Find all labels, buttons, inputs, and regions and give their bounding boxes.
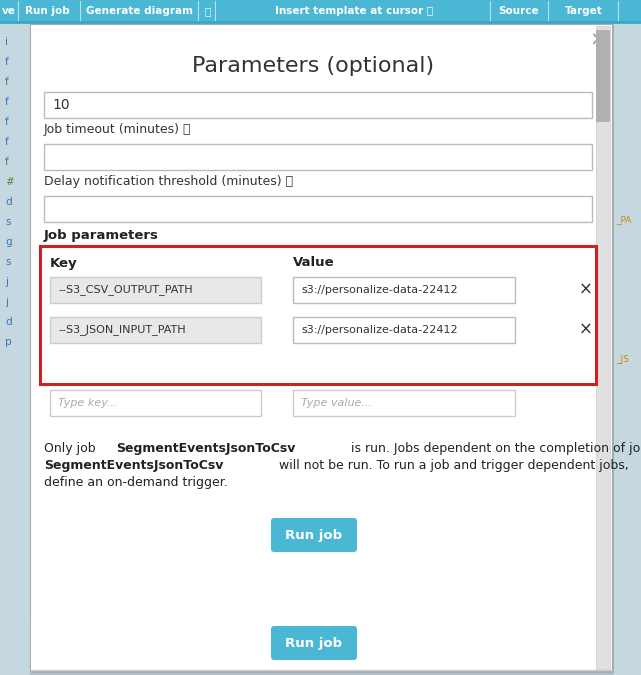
Text: j: j bbox=[5, 297, 8, 307]
Text: ve: ve bbox=[2, 6, 16, 16]
Text: Run job: Run job bbox=[285, 637, 342, 649]
FancyBboxPatch shape bbox=[596, 30, 610, 122]
FancyBboxPatch shape bbox=[32, 26, 614, 673]
Text: Target: Target bbox=[565, 6, 603, 16]
FancyBboxPatch shape bbox=[596, 26, 610, 669]
FancyBboxPatch shape bbox=[31, 621, 597, 669]
Text: f: f bbox=[5, 137, 9, 147]
Text: ×: × bbox=[579, 321, 593, 339]
Text: Delay notification threshold (minutes) ⓘ: Delay notification threshold (minutes) ⓘ bbox=[44, 176, 293, 188]
Text: ⓘ: ⓘ bbox=[204, 6, 211, 16]
Text: Run job: Run job bbox=[25, 6, 70, 16]
Text: f: f bbox=[5, 57, 9, 67]
Text: Type key...: Type key... bbox=[58, 398, 117, 408]
FancyBboxPatch shape bbox=[44, 144, 592, 170]
Text: j: j bbox=[5, 277, 8, 287]
Text: Generate diagram: Generate diagram bbox=[87, 6, 194, 16]
Text: Key: Key bbox=[50, 256, 78, 269]
Text: define an on-demand trigger.: define an on-demand trigger. bbox=[44, 476, 228, 489]
Text: f: f bbox=[5, 117, 9, 127]
Text: Parameters (optional): Parameters (optional) bbox=[192, 56, 434, 76]
Text: s3://personalize-data-22412: s3://personalize-data-22412 bbox=[301, 325, 458, 335]
Text: s: s bbox=[5, 257, 10, 267]
Text: will not be run. To run a job and trigger dependent jobs,: will not be run. To run a job and trigge… bbox=[276, 459, 629, 472]
Text: p: p bbox=[5, 337, 12, 347]
Text: --S3_CSV_OUTPUT_PATH: --S3_CSV_OUTPUT_PATH bbox=[58, 285, 193, 296]
FancyBboxPatch shape bbox=[40, 246, 596, 384]
Text: 10: 10 bbox=[52, 98, 70, 112]
Text: g: g bbox=[5, 237, 12, 247]
FancyBboxPatch shape bbox=[30, 24, 612, 671]
FancyBboxPatch shape bbox=[50, 317, 262, 343]
FancyBboxPatch shape bbox=[50, 390, 262, 416]
Text: _PA: _PA bbox=[616, 215, 631, 225]
FancyBboxPatch shape bbox=[0, 22, 30, 675]
Text: f: f bbox=[5, 97, 9, 107]
Text: s3://personalize-data-22412: s3://personalize-data-22412 bbox=[301, 285, 458, 295]
FancyBboxPatch shape bbox=[293, 317, 515, 343]
Text: _JS: _JS bbox=[616, 356, 629, 365]
Text: Job timeout (minutes) ⓘ: Job timeout (minutes) ⓘ bbox=[44, 124, 192, 136]
FancyBboxPatch shape bbox=[614, 22, 641, 675]
Text: is run. Jobs dependent on the completion of job: is run. Jobs dependent on the completion… bbox=[347, 442, 641, 455]
Text: s: s bbox=[5, 217, 10, 227]
FancyBboxPatch shape bbox=[44, 92, 592, 118]
Text: f: f bbox=[5, 77, 9, 87]
FancyBboxPatch shape bbox=[44, 196, 592, 222]
Text: ×: × bbox=[590, 30, 606, 49]
Text: #: # bbox=[5, 177, 13, 187]
Text: i: i bbox=[5, 37, 8, 47]
Text: d: d bbox=[5, 317, 12, 327]
Text: d: d bbox=[5, 197, 12, 207]
Text: Job parameters: Job parameters bbox=[44, 230, 159, 242]
Text: --S3_JSON_INPUT_PATH: --S3_JSON_INPUT_PATH bbox=[58, 325, 186, 335]
FancyBboxPatch shape bbox=[271, 626, 357, 660]
FancyBboxPatch shape bbox=[50, 277, 262, 303]
Text: Insert template at cursor ⓘ: Insert template at cursor ⓘ bbox=[275, 6, 433, 16]
Text: Source: Source bbox=[499, 6, 539, 16]
Text: Only job: Only job bbox=[44, 442, 99, 455]
FancyBboxPatch shape bbox=[0, 0, 641, 22]
Text: f: f bbox=[5, 157, 9, 167]
FancyBboxPatch shape bbox=[293, 390, 515, 416]
Text: Type value...: Type value... bbox=[301, 398, 372, 408]
Text: SegmentEventsJsonToCsv: SegmentEventsJsonToCsv bbox=[44, 459, 223, 472]
Text: Value: Value bbox=[293, 256, 335, 269]
Text: Run job: Run job bbox=[285, 529, 342, 541]
Text: ×: × bbox=[579, 281, 593, 299]
Text: SegmentEventsJsonToCsv: SegmentEventsJsonToCsv bbox=[116, 442, 295, 455]
FancyBboxPatch shape bbox=[271, 518, 357, 552]
FancyBboxPatch shape bbox=[293, 277, 515, 303]
